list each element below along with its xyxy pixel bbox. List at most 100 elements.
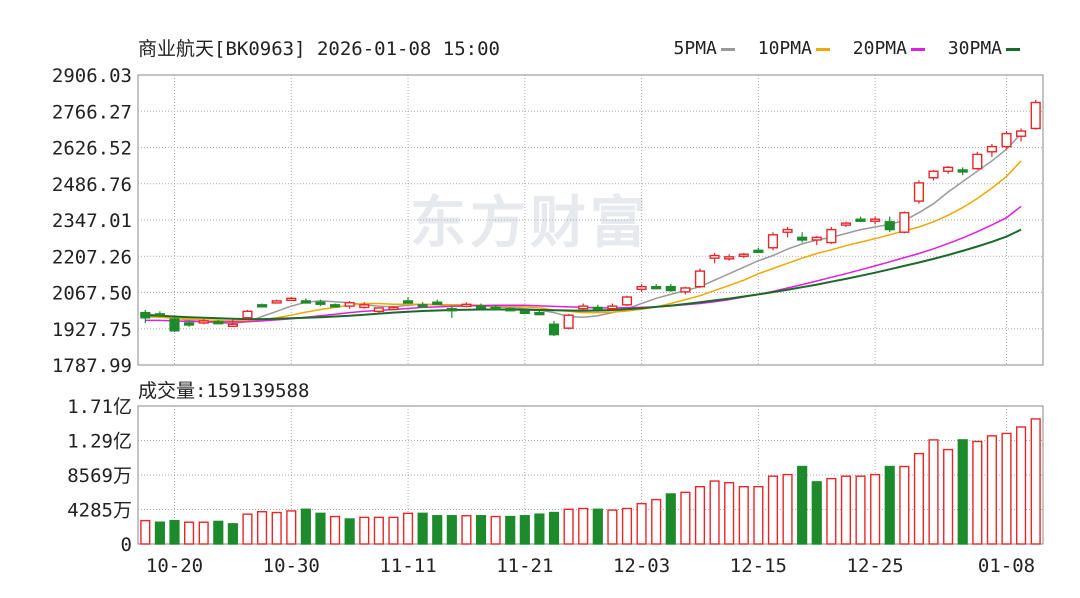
price-y-tick-label: 2207.26: [52, 246, 132, 268]
volume-bar: [563, 508, 574, 545]
volume-value: 159139588: [206, 380, 310, 402]
volume-header: 成交量:159139588: [138, 376, 309, 403]
candle-body: [884, 221, 895, 231]
volume-bar: [446, 515, 457, 545]
legend-swatch: [720, 47, 735, 51]
candle-body: [519, 310, 530, 315]
volume-bar: [811, 481, 822, 545]
x-tick-label: 10-20: [146, 555, 203, 577]
candle-body: [154, 313, 165, 317]
legend-swatch: [815, 47, 830, 51]
candle-body: [738, 253, 749, 257]
candle-body: [607, 305, 618, 310]
price-y-tick-label: 1927.75: [52, 319, 132, 341]
volume-bar: [636, 502, 647, 545]
candle-body: [388, 306, 399, 311]
x-tick-label: 01-08: [978, 555, 1035, 577]
legend-item-10pma: 10PMA: [758, 38, 830, 59]
volume-bar: [928, 439, 939, 545]
ma-line-10pma: [145, 160, 1022, 322]
volume-bar: [899, 465, 910, 545]
candle-body: [242, 310, 253, 319]
volume-bar: [986, 435, 997, 545]
volume-y-tick-label: 1.71亿: [67, 396, 132, 418]
volume-bar: [490, 515, 501, 545]
price-y-tick-label: 1787.99: [52, 355, 132, 377]
candle-body: [724, 256, 735, 260]
volume-y-tick-label: 8569万: [67, 465, 132, 487]
volume-bar: [140, 519, 151, 545]
volume-bar: [738, 486, 749, 545]
volume-bar: [300, 508, 311, 545]
volume-bar: [665, 493, 676, 545]
candle-body: [709, 254, 720, 259]
candle-body: [680, 287, 691, 293]
volume-bar: [184, 521, 195, 545]
volume-bar: [855, 475, 866, 545]
volume-bar: [548, 511, 560, 545]
price-y-tick-label: 2067.50: [52, 283, 132, 305]
candle-body: [767, 234, 779, 249]
volume-bar: [271, 511, 282, 545]
candle-body: [169, 318, 180, 332]
candle-body: [1001, 132, 1012, 148]
candle-body: [184, 322, 195, 326]
price-y-tick-label: 2906.03: [52, 65, 132, 87]
volume-bar: [1030, 418, 1041, 545]
x-tick-label: 12-25: [847, 555, 904, 577]
candle-body: [826, 228, 837, 244]
candle-body: [256, 304, 268, 308]
candle-body: [1030, 101, 1041, 130]
volume-bar: [388, 516, 399, 545]
volume-bar: [592, 508, 603, 545]
volume-bar: [315, 512, 326, 545]
candle-body: [651, 285, 662, 290]
candle-body: [957, 169, 968, 173]
volume-y-tick-label: 0: [121, 534, 132, 556]
candle-body: [534, 311, 545, 316]
candle-body: [140, 311, 151, 319]
candle-body: [943, 166, 954, 172]
volume-bar: [373, 516, 384, 545]
candle-body: [300, 300, 311, 304]
x-tick-label: 11-21: [496, 555, 553, 577]
volume-bar: [680, 491, 691, 545]
volume-bar: [154, 521, 165, 545]
candle-body: [899, 212, 910, 233]
candle-body: [578, 305, 589, 310]
candle-body: [402, 300, 414, 304]
volume-bar: [870, 473, 881, 545]
candle-body: [373, 307, 384, 313]
volume-bar: [519, 515, 530, 545]
legend-item-20pma: 20PMA: [853, 38, 925, 59]
volume-bar: [359, 516, 370, 545]
legend-swatch: [1006, 47, 1020, 51]
candle-body: [928, 170, 939, 179]
volume-bar: [344, 518, 355, 545]
candle-body: [972, 153, 983, 170]
candle-body: [913, 182, 925, 202]
volume-bar: [753, 486, 764, 545]
volume-bar: [840, 475, 852, 545]
candle-body: [694, 270, 706, 288]
candle-body: [344, 302, 355, 307]
volume-bar: [461, 515, 472, 545]
volume-y-tick-label: 1.29亿: [67, 431, 132, 453]
legend-label: 10PMA: [757, 38, 812, 59]
candle-body: [811, 236, 822, 241]
volume-bar: [169, 519, 180, 545]
candle-body: [490, 306, 501, 311]
volume-bar: [694, 486, 706, 545]
candle-body: [475, 305, 487, 309]
volume-label: 成交量:: [138, 380, 207, 402]
volume-bar: [417, 512, 428, 545]
volume-bar: [607, 509, 618, 545]
volume-bar: [797, 465, 808, 545]
x-tick-label: 10-30: [263, 555, 320, 577]
volume-bar: [1016, 426, 1027, 545]
volume-bar: [534, 513, 545, 545]
x-tick-label: 11-11: [379, 555, 436, 577]
candle-body: [417, 304, 428, 308]
price-y-tick-label: 2766.27: [52, 101, 132, 123]
